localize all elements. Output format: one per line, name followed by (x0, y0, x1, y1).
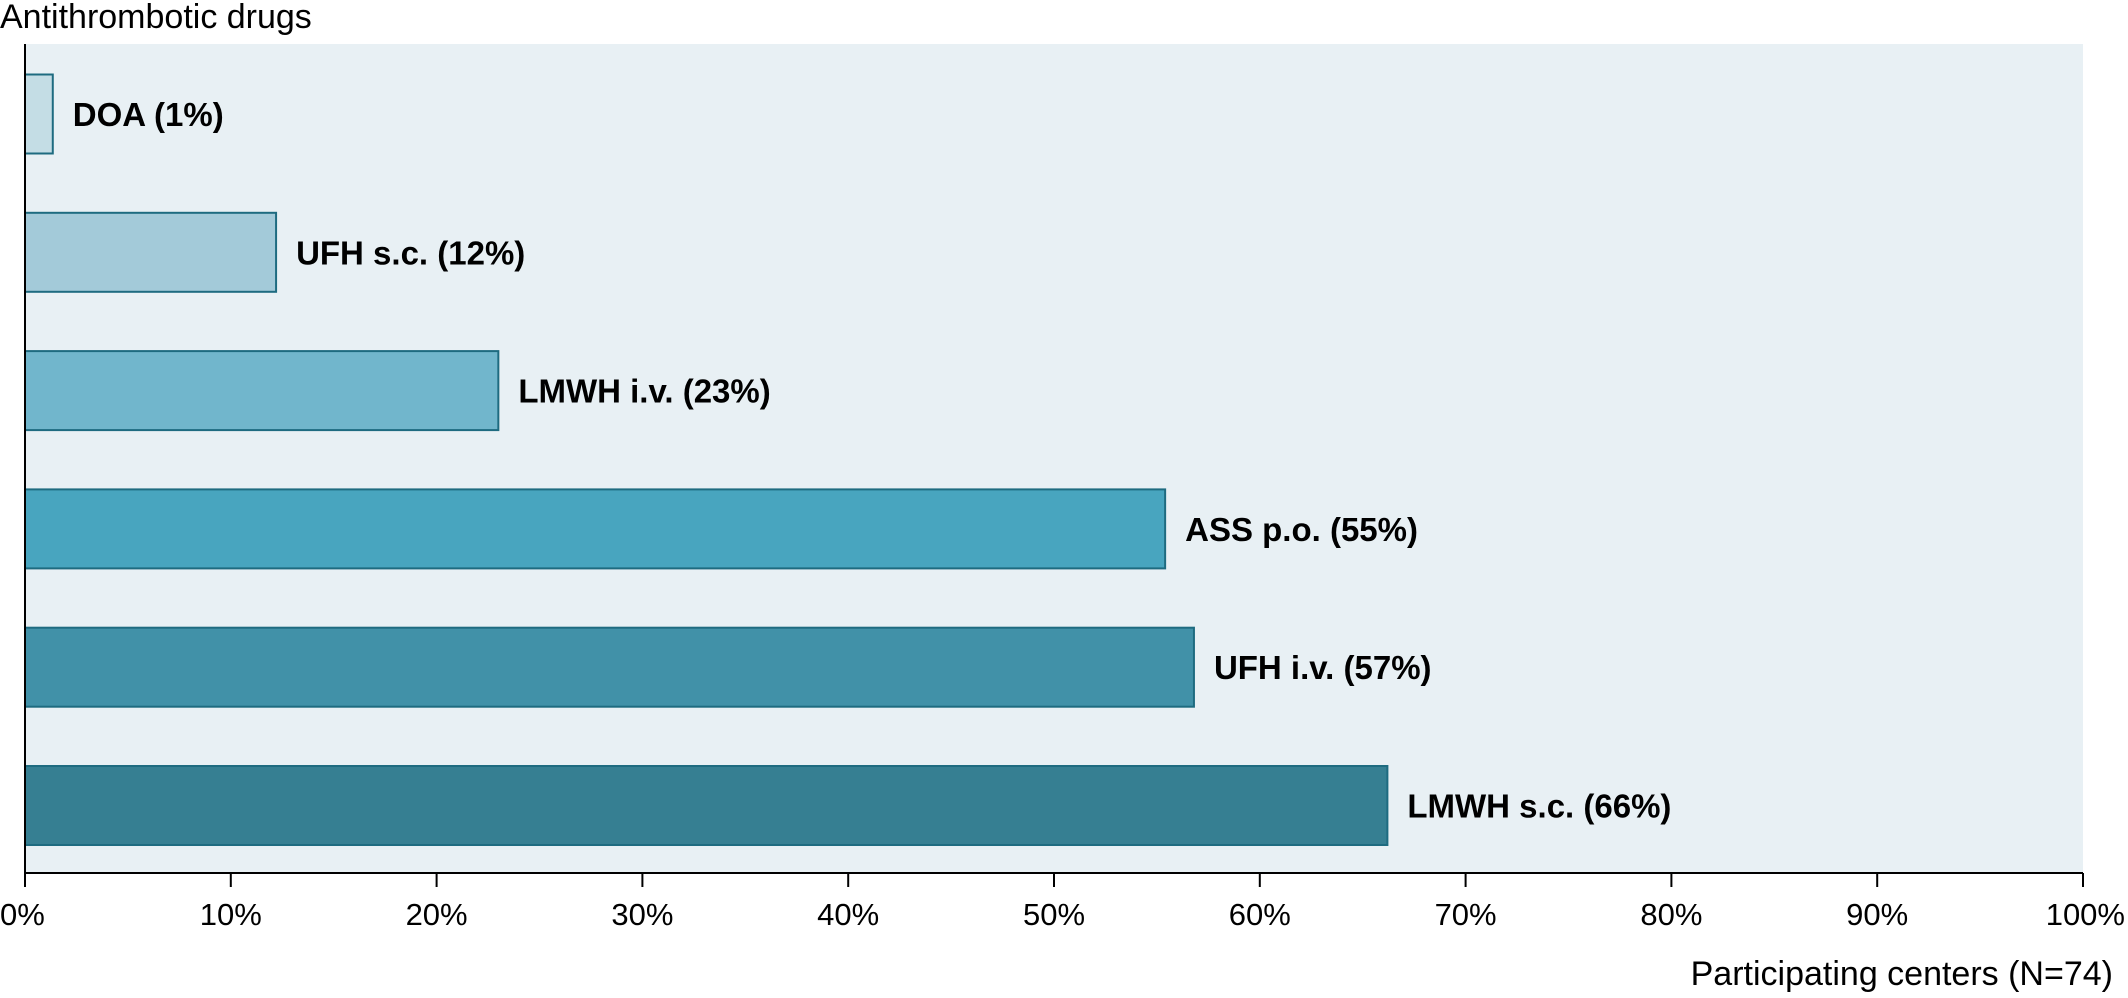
x-axis-label: Participating centers (N=74) (1691, 955, 2113, 993)
x-tick-label: 80% (1640, 897, 1702, 932)
bar-doa (24, 73, 54, 155)
bar-label-ufh-s-c: UFH s.c. (12%) (296, 234, 525, 271)
x-tick-label: 10% (200, 897, 262, 932)
x-tick-label: 90% (1846, 897, 1908, 932)
x-tick-label: 50% (1023, 897, 1085, 932)
bar-label-lmwh-s-c: LMWH s.c. (66%) (1407, 788, 1671, 825)
x-tick-label: 70% (1435, 897, 1497, 932)
x-tick-label: 0% (0, 897, 45, 932)
x-tick-label: 100% (2046, 897, 2125, 932)
plot-background (25, 44, 2083, 873)
bar-label-ass-p-o: ASS p.o. (55%) (1185, 511, 1418, 548)
bar-label-doa: DOA (1%) (73, 96, 224, 133)
bar-label-ufh-i-v: UFH i.v. (57%) (1214, 649, 1432, 686)
x-tick-label: 20% (406, 897, 468, 932)
bar-lmwh-s-c (24, 765, 1389, 846)
bar-lmwh-i-v (24, 350, 500, 432)
bar-label-lmwh-i-v: LMWH i.v. (23%) (518, 373, 770, 410)
x-ticks-group: 0% 10% 20% 30% 40% 50% 60% 70% 80% 90% 100% (0, 873, 2125, 932)
bar-ufh-s-c (24, 211, 278, 293)
bar-ufh-i-v (24, 626, 1195, 708)
x-tick-label: 30% (611, 897, 673, 932)
bars-group: DOA (1%) UFH s.c. (12%) LMWH i.v. (23%) ASS… (24, 73, 1671, 846)
x-tick-label: 40% (817, 897, 879, 932)
y-axis-label: Antithrombotic drugs (0, 0, 312, 36)
x-tick-label: 60% (1229, 897, 1291, 932)
bar-ass-p-o (24, 488, 1167, 570)
